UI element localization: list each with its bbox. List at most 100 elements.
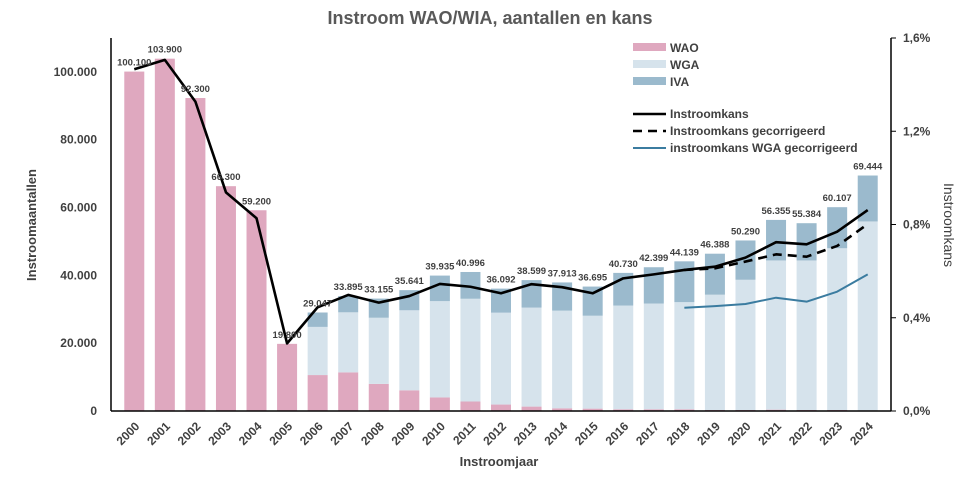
bar-wao-2011 (460, 401, 481, 411)
x-tick-label: 2012 (480, 419, 509, 448)
x-axis-label: Instroomjaar (460, 454, 539, 469)
legend-swatch-wao (633, 43, 666, 51)
bar-wga-2023 (827, 248, 848, 410)
data-label-2012: 36.092 (486, 275, 515, 286)
legend-label-instroomkans-gecorrigeerd: Instroomkans gecorrigeerd (670, 124, 825, 138)
data-label-2002: 92.300 (181, 84, 210, 95)
data-label-2001: 103.900 (148, 45, 182, 56)
bar-wga-2019 (704, 294, 725, 410)
x-tick-label: 2016 (603, 419, 632, 448)
y-ticks-left: 0 20.000 40.000 60.000 80.000 100.000 (54, 65, 98, 418)
x-tick-label: 2009 (389, 419, 418, 448)
bar-wga-2007 (338, 312, 359, 373)
data-label-2009: 35.641 (395, 276, 425, 287)
bar-wao-2003 (215, 186, 236, 411)
bar-wao-2007 (338, 372, 359, 411)
x-tick-label: 2007 (328, 419, 357, 448)
legend-label-wga: WGA (670, 58, 700, 72)
legend-label-wao: WAO (670, 41, 699, 55)
x-tick-label: 2022 (786, 419, 815, 448)
line-instroomkans-wga-gecorrigeerd (684, 273, 869, 309)
x-tick-label: 2015 (572, 419, 601, 448)
x-tick-label: 2024 (847, 419, 876, 448)
y2-tick-label: 1,2% (903, 124, 931, 138)
bar-iva-2008 (368, 298, 389, 318)
bar-wao-2001 (154, 58, 175, 412)
x-tick-label: 2004 (236, 419, 265, 448)
data-label-2010: 39.935 (425, 262, 455, 273)
bar-wao-2012 (491, 404, 511, 411)
x-tick-label: 2021 (755, 419, 784, 448)
chart-title: Instroom WAO/WIA, aantallen en kans (327, 8, 652, 28)
x-tick-label: 2002 (175, 419, 204, 448)
bar-iva-2023 (827, 207, 848, 249)
bar-iva-2021 (766, 219, 787, 261)
data-label-2005: 19.800 (273, 330, 302, 341)
bar-wao-2002 (185, 98, 206, 411)
y2-tick-label: 0,0% (903, 404, 931, 418)
y-tick-label: 0 (90, 404, 97, 418)
x-tick-label: 2010 (419, 419, 448, 448)
y-tick-label: 100.000 (54, 65, 98, 79)
x-tick-label: 2003 (205, 419, 234, 448)
x-tick-label: 2005 (266, 419, 295, 448)
y-tick-label: 40.000 (60, 268, 97, 282)
line-instroomkans (133, 58, 869, 345)
data-label-2008: 33.155 (364, 285, 394, 296)
x-tick-label: 2011 (450, 419, 479, 448)
lines-layer (133, 58, 869, 345)
bar-wga-2009 (399, 310, 420, 391)
y-tick-label: 60.000 (60, 201, 97, 215)
bar-wao-2016 (613, 409, 634, 411)
bar-wga-2010 (429, 301, 450, 398)
bar-wga-2017 (643, 303, 664, 410)
bar-wga-2011 (460, 298, 481, 402)
data-label-2018: 44.139 (670, 247, 699, 258)
y-ticks-right: 0,0% 0,4% 0,8% 1,2% 1,6% (891, 31, 931, 418)
bar-wga-2012 (491, 312, 511, 405)
bar-wao-2018 (674, 409, 695, 411)
x-tick-label: 2023 (816, 419, 845, 448)
y2-tick-label: 0,4% (903, 311, 931, 325)
bar-wao-2009 (399, 390, 420, 411)
bar-wga-2016 (613, 305, 634, 410)
x-tick-label: 2008 (358, 419, 387, 448)
bar-iva-2022 (796, 223, 817, 261)
data-label-2022: 55.384 (792, 209, 822, 220)
data-label-2019: 46.388 (700, 240, 729, 251)
line-instroomkans-gecorrigeerd (684, 222, 869, 272)
bar-wao-2000 (124, 71, 145, 411)
data-label-2011: 40.996 (456, 258, 485, 269)
bar-wga-2021 (766, 260, 787, 410)
data-label-2000: 100.100 (117, 58, 151, 69)
legend: WAO WGA IVA Instroomkans Instroomkans gecorr… (633, 41, 858, 155)
legend-label-instroomkans: Instroomkans (670, 107, 749, 121)
bar-wga-2024 (857, 221, 878, 411)
x-tick-label: 2019 (694, 419, 723, 448)
data-labels: 100.100 103.900 92.300 66.300 59.200 19.800 29… (117, 45, 883, 341)
bar-wao-2010 (429, 397, 450, 411)
bar-iva-2011 (460, 271, 481, 299)
data-label-2024: 69.444 (853, 162, 883, 173)
legend-label-iva: IVA (670, 75, 689, 89)
bar-iva-2012 (491, 288, 511, 313)
bar-wga-2020 (735, 279, 756, 410)
bar-wga-2006 (307, 326, 328, 376)
bar-wga-2008 (368, 317, 389, 384)
bar-iva-2006 (307, 312, 328, 327)
legend-swatch-iva (633, 77, 666, 85)
data-label-2014: 37.913 (548, 268, 577, 279)
y2-axis-label: Instroomkans (941, 183, 957, 267)
y-tick-label: 20.000 (60, 336, 97, 350)
bar-wao-2013 (521, 406, 542, 411)
x-tick-label: 2000 (114, 419, 143, 448)
data-label-2017: 42.399 (639, 253, 668, 264)
bar-wao-2005 (277, 343, 298, 411)
bar-iva-2007 (338, 296, 359, 313)
bars-layer (124, 58, 878, 412)
data-label-2015: 36.695 (578, 273, 608, 284)
bar-wao-2006 (307, 375, 328, 411)
data-label-2020: 50.290 (731, 226, 760, 237)
bar-iva-2024 (857, 175, 878, 222)
